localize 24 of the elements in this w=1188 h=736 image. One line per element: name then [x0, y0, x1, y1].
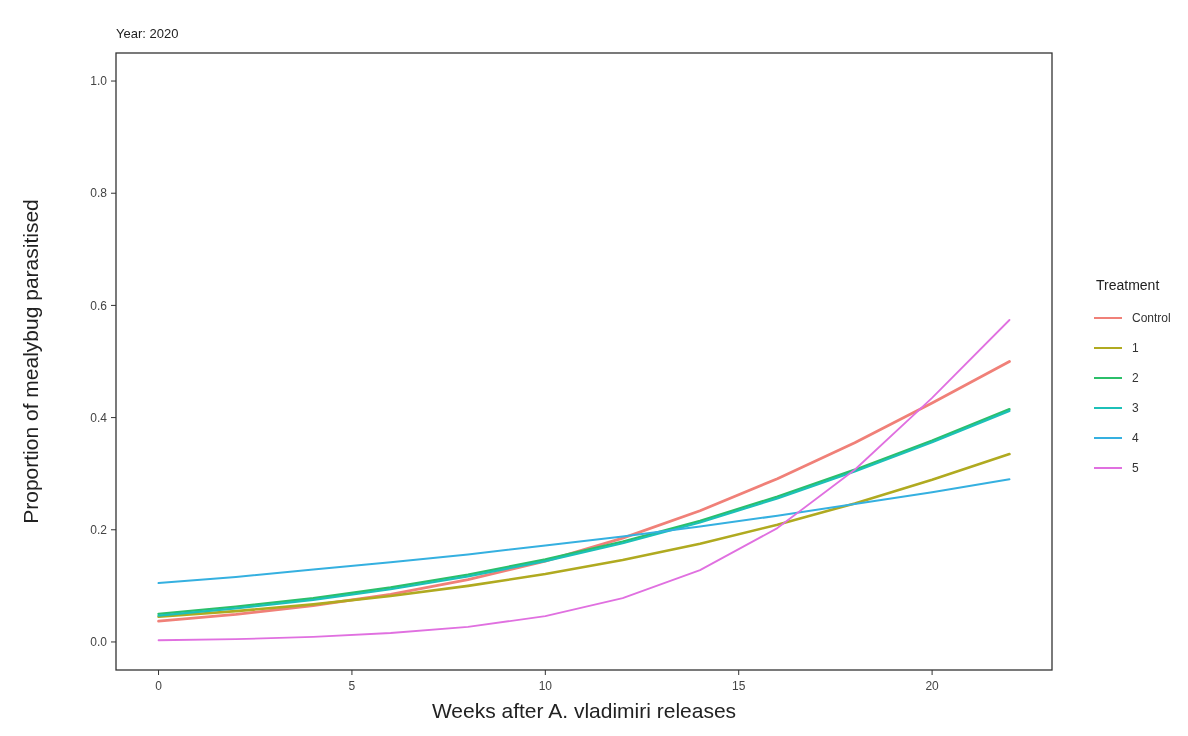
y-axis-title: Proportion of mealybug parasitised — [19, 199, 42, 524]
x-tick-label: 20 — [925, 679, 940, 693]
y-tick-label: 0.0 — [90, 635, 108, 650]
legend-label: 3 — [1132, 401, 1139, 416]
y-tick-label: 0.4 — [90, 410, 108, 425]
legend-label: 1 — [1132, 341, 1139, 356]
legend-label: 2 — [1132, 371, 1139, 386]
y-tick-label: 0.8 — [90, 186, 108, 201]
line-series — [157, 452, 1011, 619]
x-tick-label: 0 — [155, 679, 163, 693]
y-tick-label: 1.0 — [90, 74, 108, 89]
x-tick-label: 5 — [348, 679, 356, 693]
legend-title: Treatment — [1096, 277, 1160, 293]
y-tick-label: 0.6 — [90, 298, 108, 313]
legend-label: 4 — [1132, 431, 1139, 446]
chart-title: Year: 2020 — [116, 26, 179, 41]
line-series — [157, 478, 1011, 585]
x-tick-label: 15 — [732, 679, 746, 693]
line-series — [157, 319, 1011, 642]
legend-label: Control — [1132, 311, 1171, 326]
x-tick-label: 10 — [538, 679, 553, 693]
legend-label: 5 — [1132, 461, 1139, 476]
x-axis-title: Weeks after A. vladimiri releases — [431, 699, 737, 722]
y-tick-label: 0.2 — [90, 522, 108, 537]
